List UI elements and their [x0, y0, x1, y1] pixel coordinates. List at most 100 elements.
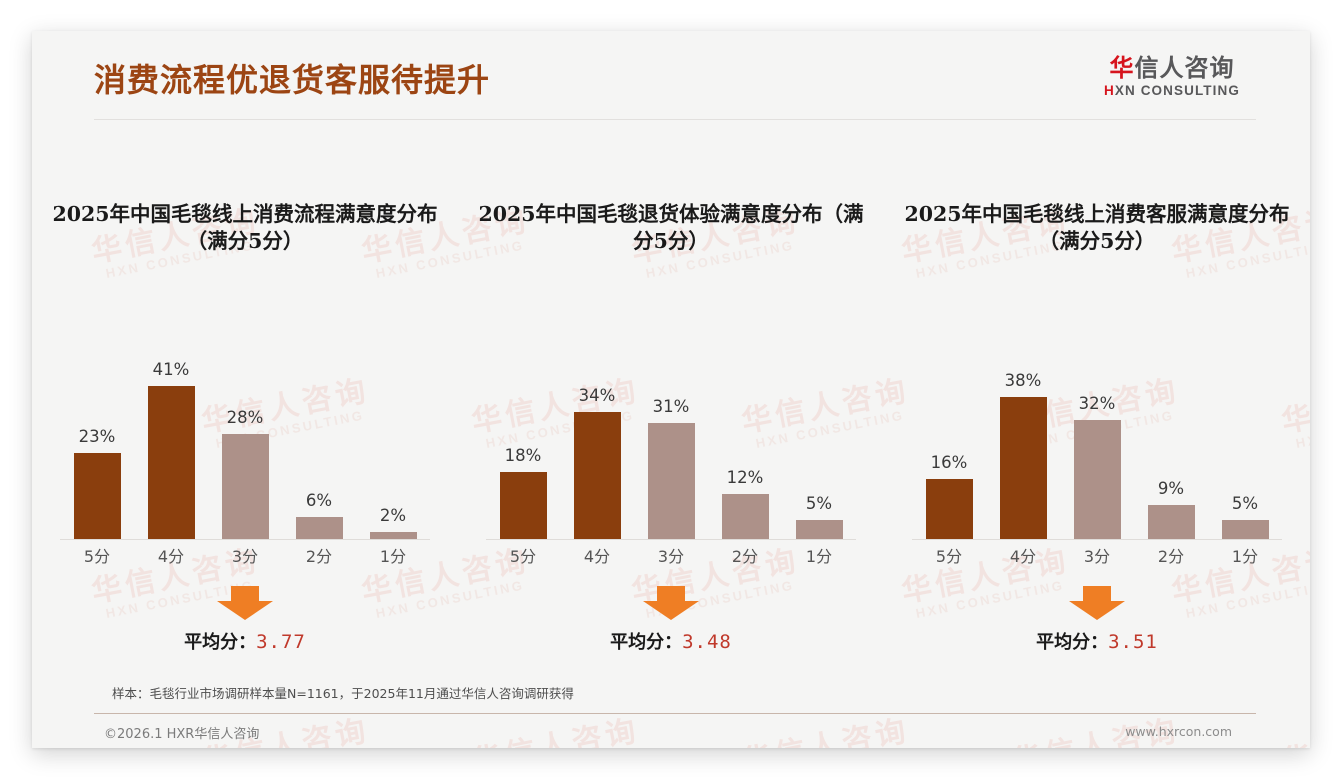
page-title: 消费流程优退货客服待提升: [94, 61, 491, 99]
average-score-text-2: 平均分：3.48: [458, 628, 884, 654]
down-arrow-icon: [643, 586, 699, 620]
average-score-block-1: 平均分：3.77: [32, 586, 458, 654]
company-logo: 华信人咨询 HXN CONSULTING: [1082, 55, 1262, 98]
bar-value-label: 6%: [305, 490, 333, 510]
bar: [73, 453, 121, 539]
bar-group-1: 23% 41% 28% 6% 2%: [60, 333, 430, 539]
copyright-text: ©2026.1 HXR华信人咨询: [104, 727, 260, 742]
bar-column: 34%: [560, 333, 634, 539]
average-value-1: 3.77: [256, 631, 306, 653]
bar: [1147, 505, 1195, 539]
bar-column: 32%: [1060, 333, 1134, 539]
bar: [499, 471, 547, 539]
x-axis-line-1: [60, 539, 430, 540]
bar-value-label: 2%: [379, 505, 407, 525]
average-value-2: 3.48: [682, 631, 732, 653]
website-url[interactable]: www.hxrcon.com: [1125, 724, 1232, 739]
bar-column: 2%: [356, 333, 430, 539]
bar-value-label: 18%: [504, 445, 542, 465]
x-tick-label: 3分: [1083, 547, 1111, 566]
logo-chinese-text: 华信人咨询: [1082, 55, 1262, 82]
bar-value-label: 34%: [578, 386, 616, 406]
bar-value-label: 41%: [152, 359, 190, 379]
chart-plot-3: 16% 38% 32% 9% 5% 5分 4分 3分 2分 1分: [912, 331, 1282, 571]
x-tick-label: 5分: [935, 547, 963, 566]
bar: [999, 397, 1047, 539]
bar-column: 12%: [708, 333, 782, 539]
bar-group-2: 18% 34% 31% 12% 5%: [486, 333, 856, 539]
chart-title-3: 2025年中国毛毯线上消费客服满意度分布（满分5分）: [904, 202, 1290, 254]
bar-column: 38%: [986, 333, 1060, 539]
bar-value-label: 28%: [226, 408, 264, 428]
x-tick-label: 3分: [231, 547, 259, 566]
bar: [573, 412, 621, 539]
bar-column: 41%: [134, 333, 208, 539]
charts-row: 2025年中国毛毯线上消费流程满意度分布（满分5分） 23% 41% 28% 6% 2%…: [32, 131, 1310, 671]
average-label-3: 平均分：: [1036, 632, 1109, 653]
chart-title-2: 2025年中国毛毯退货体验满意度分布（满分5分）: [478, 202, 864, 254]
bar-column: 9%: [1134, 333, 1208, 539]
chart-plot-2: 18% 34% 31% 12% 5% 5分 4分 3分 2分 1分: [486, 331, 856, 571]
average-score-text-3: 平均分：3.51: [884, 628, 1310, 654]
bar: [647, 423, 695, 539]
x-tick-label: 2分: [731, 547, 759, 566]
bar-value-label: 12%: [726, 468, 764, 488]
logo-english-text: HXN CONSULTING: [1082, 83, 1262, 98]
bar-column: 5%: [782, 333, 856, 539]
down-arrow-icon: [217, 586, 273, 620]
x-axis-ticks-3: 5分 4分 3分 2分 1分: [912, 543, 1282, 571]
x-tick-label: 4分: [583, 547, 611, 566]
bar-column: 23%: [60, 333, 134, 539]
x-axis-line-2: [486, 539, 856, 540]
average-score-block-3: 平均分：3.51: [884, 586, 1310, 654]
bar: [221, 434, 269, 539]
bar: [721, 494, 769, 539]
bar: [369, 531, 417, 539]
bar: [1073, 419, 1121, 539]
x-axis-line-3: [912, 539, 1282, 540]
bar-value-label: 9%: [1157, 479, 1185, 499]
bar: [795, 520, 843, 539]
chart-panel-1: 2025年中国毛毯线上消费流程满意度分布（满分5分） 23% 41% 28% 6% 2%…: [32, 131, 458, 671]
footer-divider: [94, 713, 1256, 714]
logo-en-rest: XN CONSULTING: [1114, 82, 1240, 98]
logo-cn-accent-char: 华: [1109, 54, 1135, 82]
x-tick-label: 2分: [305, 547, 333, 566]
bar-column: 28%: [208, 333, 282, 539]
slide-footer: ©2026.1 HXR华信人咨询 www.hxrcon.com: [32, 717, 1310, 748]
x-tick-label: 3分: [657, 547, 685, 566]
slide-canvas: 华信人咨询 HXN CONSULTING 华信人咨询 HXN CONSULTING 华信…: [32, 31, 1310, 748]
bar-column: 31%: [634, 333, 708, 539]
chart-plot-1: 23% 41% 28% 6% 2% 5分 4分 3分 2分 1分: [60, 331, 430, 571]
chart-title-1: 2025年中国毛毯线上消费流程满意度分布（满分5分）: [52, 202, 438, 254]
chart-panel-2: 2025年中国毛毯退货体验满意度分布（满分5分） 18% 34% 31% 12% 5% …: [458, 131, 884, 671]
bar-value-label: 5%: [1231, 494, 1259, 514]
bar-column: 5%: [1208, 333, 1282, 539]
x-tick-label: 1分: [1231, 547, 1259, 566]
bar-value-label: 38%: [1004, 371, 1042, 391]
average-score-text-1: 平均分：3.77: [32, 628, 458, 654]
bar-value-label: 16%: [930, 453, 968, 473]
logo-en-accent-char: H: [1104, 82, 1115, 98]
down-arrow-icon: [1069, 586, 1125, 620]
x-axis-ticks-2: 5分 4分 3分 2分 1分: [486, 543, 856, 571]
logo-cn-rest: 信人咨询: [1134, 54, 1235, 82]
bar-value-label: 23%: [78, 427, 116, 447]
x-tick-label: 2分: [1157, 547, 1185, 566]
bar-value-label: 5%: [805, 494, 833, 514]
average-value-3: 3.51: [1108, 631, 1158, 653]
x-tick-label: 1分: [379, 547, 407, 566]
x-tick-label: 5分: [83, 547, 111, 566]
x-tick-label: 4分: [157, 547, 185, 566]
bar: [295, 516, 343, 539]
bar-group-3: 16% 38% 32% 9% 5%: [912, 333, 1282, 539]
x-tick-label: 1分: [805, 547, 833, 566]
source-note: 样本：毛毯行业市场调研样本量N=1161，于2025年11月通过华信人咨询调研获…: [112, 686, 574, 701]
chart-panel-3: 2025年中国毛毯线上消费客服满意度分布（满分5分） 16% 38% 32% 9% 5%…: [884, 131, 1310, 671]
average-label-1: 平均分：: [184, 632, 257, 653]
x-tick-label: 4分: [1009, 547, 1037, 566]
slide-header: 消费流程优退货客服待提升 华信人咨询 HXN CONSULTING: [32, 31, 1310, 121]
bar-column: 18%: [486, 333, 560, 539]
bar: [1221, 520, 1269, 539]
x-tick-label: 5分: [509, 547, 537, 566]
